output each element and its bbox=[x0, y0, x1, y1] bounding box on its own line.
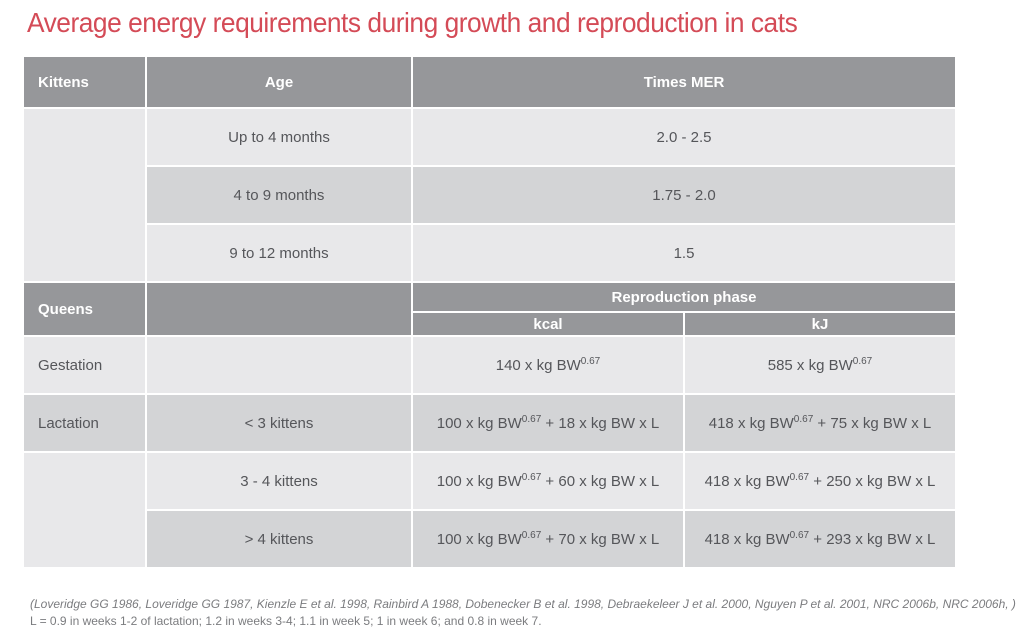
age-cell: 4 to 9 months bbox=[147, 167, 411, 223]
kittens-header-row: Kittens Age Times MER bbox=[24, 57, 955, 107]
kj-formula-cell: 418 x kg BW0.67 + 293 x kg BW x L bbox=[685, 511, 955, 567]
kcal-header-cell: kcal bbox=[413, 313, 683, 335]
formula-text: + 60 x kg BW x L bbox=[541, 472, 660, 490]
phase-label-cell: Lactation bbox=[24, 395, 145, 451]
queens-header-row: Queens Reproduction phase bbox=[24, 283, 955, 335]
times-mer-cell: 1.5 bbox=[413, 225, 955, 281]
litter-size-cell: > 4 kittens bbox=[147, 511, 411, 567]
page-title: Average energy requirements during growt… bbox=[27, 7, 798, 38]
kcal-formula-cell: 100 x kg BW0.67 + 60 x kg BW x L bbox=[413, 453, 683, 509]
kj-formula-cell: 585 x kg BW0.67 bbox=[685, 337, 955, 393]
kj-formula-cell: 418 x kg BW0.67 + 75 x kg BW x L bbox=[685, 395, 955, 451]
formula-text: + 293 x kg BW x L bbox=[809, 530, 936, 548]
formula-text: + 70 x kg BW x L bbox=[541, 530, 660, 548]
kj-formula-cell: 418 x kg BW0.67 + 250 x kg BW x L bbox=[685, 453, 955, 509]
kittens-spacer-cell bbox=[24, 109, 145, 281]
formula-text: 585 x kg BW bbox=[767, 356, 853, 374]
litter-size-cell bbox=[147, 337, 411, 393]
table-row: 9 to 12 months 1.5 bbox=[24, 225, 955, 281]
formula-exponent: 0.67 bbox=[521, 529, 542, 541]
footnotes: (Loveridge GG 1986, Loveridge GG 1987, K… bbox=[30, 596, 1016, 630]
table-row: Lactation < 3 kittens 100 x kg BW0.67 + … bbox=[24, 395, 955, 451]
formula-text: + 75 x kg BW x L bbox=[813, 414, 932, 432]
age-cell: Up to 4 months bbox=[147, 109, 411, 165]
formula-text: 418 x kg BW bbox=[704, 530, 790, 548]
lactation-factor-footnote: L = 0.9 in weeks 1-2 of lactation; 1.2 i… bbox=[30, 614, 542, 628]
kcal-formula-cell: 100 x kg BW0.67 + 70 x kg BW x L bbox=[413, 511, 683, 567]
table-row: Up to 4 months 2.0 - 2.5 bbox=[24, 109, 955, 281]
litter-size-cell: < 3 kittens bbox=[147, 395, 411, 451]
formula-exponent: 0.67 bbox=[789, 471, 810, 483]
formula-exponent: 0.67 bbox=[852, 355, 873, 367]
formula-text: 140 x kg BW bbox=[495, 356, 581, 374]
times-mer-cell: 2.0 - 2.5 bbox=[413, 109, 955, 165]
energy-requirements-table: Kittens Age Times MER Up to 4 months 2.0… bbox=[22, 55, 957, 569]
times-mer-header-cell: Times MER bbox=[413, 57, 955, 107]
kcal-formula-cell: 100 x kg BW0.67 + 18 x kg BW x L bbox=[413, 395, 683, 451]
units-header-row: kcal kJ bbox=[24, 313, 955, 335]
formula-exponent: 0.67 bbox=[793, 413, 814, 425]
reproduction-phase-header-cell: Reproduction phase bbox=[413, 283, 955, 311]
kcal-formula-cell: 140 x kg BW0.67 bbox=[413, 337, 683, 393]
formula-text: 100 x kg BW bbox=[436, 414, 522, 432]
times-mer-cell: 1.75 - 2.0 bbox=[413, 167, 955, 223]
kittens-header-cell: Kittens bbox=[24, 57, 145, 107]
table-row: > 4 kittens 100 x kg BW0.67 + 70 x kg BW… bbox=[24, 511, 955, 567]
formula-text: 418 x kg BW bbox=[708, 414, 794, 432]
table-row: Gestation 140 x kg BW0.67 585 x kg BW0.6… bbox=[24, 337, 955, 393]
age-cell: 9 to 12 months bbox=[147, 225, 411, 281]
kj-header-cell: kJ bbox=[685, 313, 955, 335]
queens-header-spacer-cell bbox=[147, 283, 411, 335]
phase-label-cell: Gestation bbox=[24, 337, 145, 393]
table-row: 4 to 9 months 1.75 - 2.0 bbox=[24, 167, 955, 223]
formula-text: + 18 x kg BW x L bbox=[541, 414, 660, 432]
formula-exponent: 0.67 bbox=[521, 413, 542, 425]
references-footnote: (Loveridge GG 1986, Loveridge GG 1987, K… bbox=[30, 597, 1016, 611]
litter-size-cell: 3 - 4 kittens bbox=[147, 453, 411, 509]
formula-exponent: 0.67 bbox=[580, 355, 601, 367]
formula-text: + 250 x kg BW x L bbox=[809, 472, 936, 490]
age-header-cell: Age bbox=[147, 57, 411, 107]
formula-exponent: 0.67 bbox=[521, 471, 542, 483]
table-row: 3 - 4 kittens 100 x kg BW0.67 + 60 x kg … bbox=[24, 453, 955, 567]
formula-text: 100 x kg BW bbox=[436, 530, 522, 548]
lactation-spacer-cell bbox=[24, 453, 145, 567]
formula-exponent: 0.67 bbox=[789, 529, 810, 541]
formula-text: 418 x kg BW bbox=[704, 472, 790, 490]
formula-text: 100 x kg BW bbox=[436, 472, 522, 490]
queens-header-cell: Queens bbox=[24, 283, 145, 335]
